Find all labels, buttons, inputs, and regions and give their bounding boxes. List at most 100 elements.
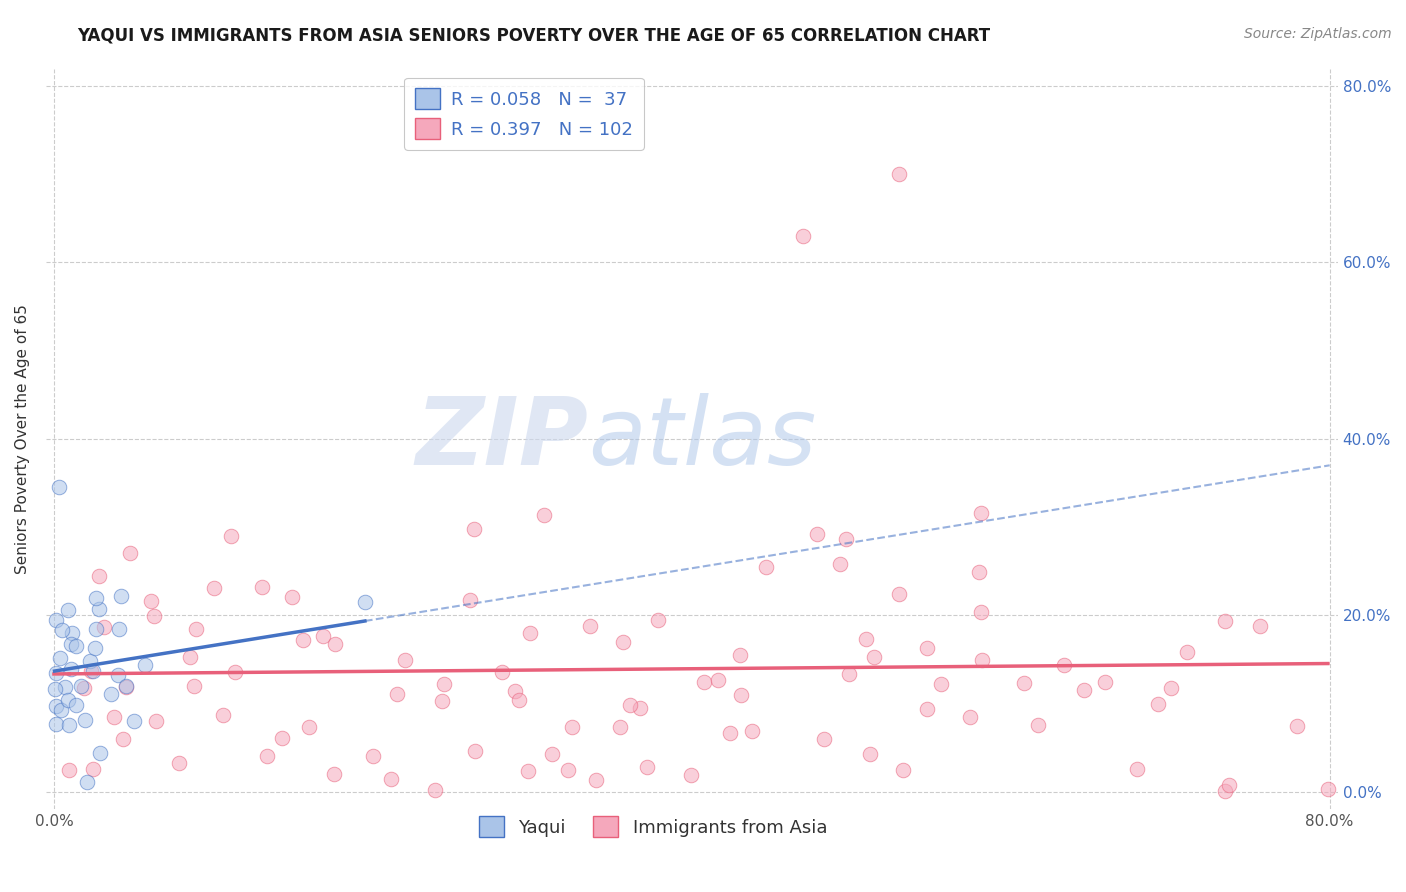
Point xyxy=(51,623,73,637)
Point xyxy=(516,764,538,779)
Point xyxy=(859,747,882,761)
Point xyxy=(48,480,70,494)
Point xyxy=(89,747,111,761)
Point xyxy=(224,665,246,679)
Point xyxy=(115,681,138,695)
Point xyxy=(100,687,122,701)
Point xyxy=(183,679,205,693)
Point xyxy=(394,653,416,667)
Point xyxy=(58,718,80,732)
Point xyxy=(838,667,860,681)
Point xyxy=(557,763,579,777)
Point xyxy=(1249,619,1271,633)
Point xyxy=(891,763,914,777)
Point xyxy=(292,632,315,647)
Point xyxy=(59,662,82,676)
Point xyxy=(1094,674,1116,689)
Point xyxy=(89,569,111,583)
Point xyxy=(311,629,333,643)
Point xyxy=(212,708,235,723)
Point xyxy=(186,623,208,637)
Point xyxy=(425,783,447,797)
Point xyxy=(141,594,163,608)
Point xyxy=(503,684,526,698)
Point xyxy=(1218,778,1240,792)
Point xyxy=(681,767,703,781)
Point xyxy=(48,650,70,665)
Point xyxy=(432,693,454,707)
Point xyxy=(51,703,73,717)
Point xyxy=(45,716,67,731)
Point xyxy=(108,622,131,636)
Point xyxy=(361,749,384,764)
Point xyxy=(967,565,990,579)
Point xyxy=(122,714,145,728)
Point xyxy=(271,731,294,745)
Legend: Yaqui, Immigrants from Asia: Yaqui, Immigrants from Asia xyxy=(471,809,835,845)
Point xyxy=(323,767,346,781)
Point xyxy=(707,673,730,688)
Point xyxy=(1073,683,1095,698)
Point xyxy=(112,732,135,747)
Point xyxy=(65,639,87,653)
Point xyxy=(45,614,67,628)
Point xyxy=(463,522,485,536)
Point xyxy=(792,229,814,244)
Point xyxy=(1012,676,1035,690)
Point xyxy=(915,702,938,716)
Point xyxy=(323,637,346,651)
Point xyxy=(647,613,669,627)
Point xyxy=(114,679,136,693)
Point xyxy=(380,772,402,786)
Point xyxy=(79,654,101,668)
Point xyxy=(62,625,84,640)
Point xyxy=(1147,697,1170,711)
Point xyxy=(830,557,852,571)
Point xyxy=(730,688,752,702)
Point xyxy=(87,602,110,616)
Point xyxy=(1053,658,1076,673)
Point xyxy=(636,760,658,774)
Point xyxy=(179,650,201,665)
Point xyxy=(202,582,225,596)
Point xyxy=(219,529,242,543)
Point xyxy=(134,657,156,672)
Point xyxy=(83,640,105,655)
Point xyxy=(84,591,107,606)
Text: YAQUI VS IMMIGRANTS FROM ASIA SENIORS POVERTY OVER THE AGE OF 65 CORRELATION CHA: YAQUI VS IMMIGRANTS FROM ASIA SENIORS PO… xyxy=(77,27,990,45)
Point xyxy=(56,603,79,617)
Point xyxy=(80,664,103,678)
Point xyxy=(619,698,641,712)
Text: ZIP: ZIP xyxy=(416,392,589,485)
Point xyxy=(142,609,165,624)
Point xyxy=(73,681,96,695)
Point xyxy=(855,632,877,647)
Point xyxy=(1175,645,1198,659)
Text: atlas: atlas xyxy=(589,393,817,484)
Point xyxy=(118,546,141,560)
Point xyxy=(806,526,828,541)
Point xyxy=(628,701,651,715)
Point xyxy=(73,713,96,727)
Point xyxy=(76,774,98,789)
Point xyxy=(250,581,273,595)
Point xyxy=(70,679,93,693)
Point xyxy=(533,508,555,522)
Point xyxy=(354,595,377,609)
Point xyxy=(863,650,886,665)
Point xyxy=(44,681,66,696)
Point xyxy=(1286,719,1309,733)
Point xyxy=(917,641,939,656)
Point xyxy=(167,756,190,771)
Point xyxy=(385,687,408,701)
Point xyxy=(1316,781,1339,796)
Y-axis label: Seniors Poverty Over the Age of 65: Seniors Poverty Over the Age of 65 xyxy=(15,304,30,574)
Point xyxy=(693,674,716,689)
Point xyxy=(58,692,80,706)
Point xyxy=(609,720,631,734)
Point xyxy=(82,665,104,679)
Point xyxy=(458,592,481,607)
Point xyxy=(889,587,911,601)
Point xyxy=(813,731,835,746)
Point xyxy=(1213,784,1236,798)
